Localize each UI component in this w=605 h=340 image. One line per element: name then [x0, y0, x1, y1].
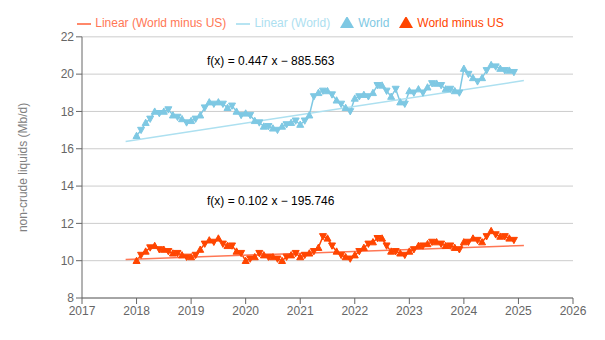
- svg-text:2020: 2020: [232, 304, 259, 318]
- svg-text:2025: 2025: [505, 304, 532, 318]
- svg-text:2023: 2023: [396, 304, 423, 318]
- svg-text:2021: 2021: [287, 304, 314, 318]
- svg-text:10: 10: [61, 254, 75, 268]
- svg-text:f(x) = 0.102 x − 195.746: f(x) = 0.102 x − 195.746: [207, 194, 335, 208]
- html-text:World: World: [358, 16, 390, 30]
- html-text:World minus US: World minus US: [417, 16, 504, 30]
- svg-text:f(x) = 0.447 x − 885.563: f(x) = 0.447 x − 885.563: [207, 54, 335, 68]
- svg-text:non-crude liquids (Mb/d): non-crude liquids (Mb/d): [16, 103, 30, 232]
- svg-text:14: 14: [61, 179, 75, 193]
- svg-text:2018: 2018: [123, 304, 150, 318]
- svg-text:22: 22: [61, 30, 75, 44]
- svg-text:2022: 2022: [341, 304, 368, 318]
- svg-text:16: 16: [61, 142, 75, 156]
- html-text:Linear (World minus US): Linear (World minus US): [95, 16, 227, 30]
- svg-text:20: 20: [61, 67, 75, 81]
- svg-text:2017: 2017: [69, 304, 96, 318]
- svg-text:8: 8: [67, 291, 74, 305]
- svg-text:2024: 2024: [451, 304, 478, 318]
- svg-text:2019: 2019: [178, 304, 205, 318]
- html-text:Linear (World): Linear (World): [254, 16, 331, 30]
- svg-text:2026: 2026: [560, 304, 587, 318]
- svg-text:12: 12: [61, 217, 75, 231]
- svg-text:18: 18: [61, 105, 75, 119]
